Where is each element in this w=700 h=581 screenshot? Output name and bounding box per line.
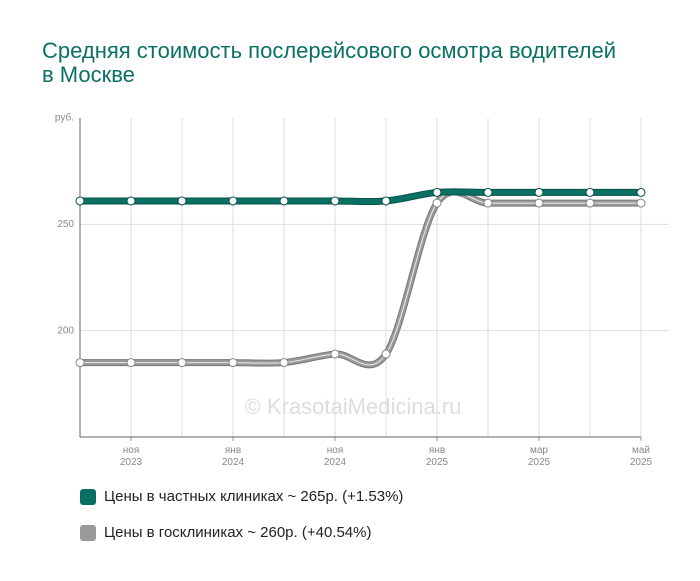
data-point bbox=[75, 196, 85, 206]
data-point bbox=[636, 187, 646, 197]
data-point bbox=[534, 187, 544, 197]
data-point bbox=[483, 187, 493, 197]
x-tick-label: ноя 2023 bbox=[120, 445, 143, 468]
series-line-outline bbox=[79, 188, 641, 369]
data-point bbox=[177, 196, 187, 206]
data-point bbox=[432, 187, 442, 197]
x-tick-label: янв 2025 bbox=[426, 445, 449, 468]
chart-title: Средняя стоимость послерейсового осмотра… bbox=[42, 38, 616, 87]
y-axis-label: руб. bbox=[55, 112, 74, 124]
data-point bbox=[126, 196, 136, 206]
data-point bbox=[585, 187, 595, 197]
data-point bbox=[228, 358, 238, 368]
x-tick-label: янв 2024 bbox=[222, 445, 245, 468]
data-point bbox=[75, 358, 85, 368]
legend-label: Цены в госклиниках ~ 260р. (+40.54%) bbox=[104, 524, 371, 541]
x-tick-label: мар 2025 bbox=[528, 445, 551, 468]
data-point bbox=[534, 198, 544, 208]
data-point bbox=[279, 196, 289, 206]
x-tick-label: май 2025 bbox=[630, 445, 653, 468]
y-tick-label: 250 bbox=[57, 219, 74, 230]
data-point bbox=[330, 196, 340, 206]
x-tick-label: ноя 2024 bbox=[324, 445, 347, 468]
data-point bbox=[228, 196, 238, 206]
data-point bbox=[585, 198, 595, 208]
data-point bbox=[330, 349, 340, 359]
data-point bbox=[126, 358, 136, 368]
legend-label: Цены в частных клиниках ~ 265р. (+1.53%) bbox=[104, 488, 403, 505]
watermark: © KrasotaiMedicina.ru bbox=[245, 394, 462, 419]
series-line-highlight bbox=[79, 191, 641, 366]
data-point bbox=[432, 198, 442, 208]
data-point bbox=[381, 196, 391, 206]
y-tick-label: 200 bbox=[57, 325, 74, 336]
data-point bbox=[279, 358, 289, 368]
data-point bbox=[381, 349, 391, 359]
data-point bbox=[636, 198, 646, 208]
legend-swatch bbox=[80, 489, 96, 505]
legend-swatch bbox=[80, 525, 96, 541]
data-point bbox=[483, 198, 493, 208]
series-line bbox=[79, 189, 641, 368]
data-point bbox=[177, 358, 187, 368]
